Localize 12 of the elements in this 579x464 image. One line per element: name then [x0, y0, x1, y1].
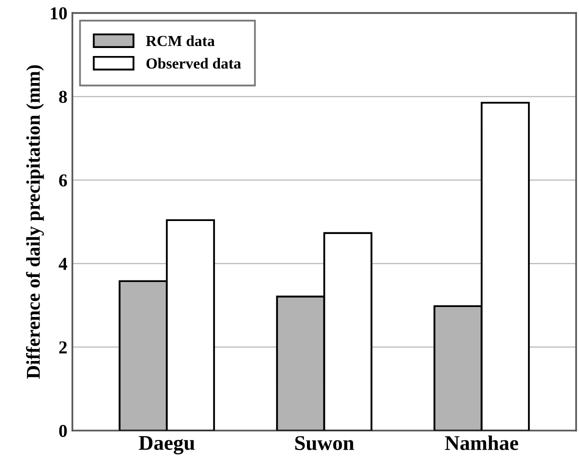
y-tick-label: 4 [58, 258, 68, 270]
legend-label: Observed data [146, 58, 241, 69]
y-tick-label: 8 [59, 90, 67, 103]
x-tick-label: Suwon [295, 436, 354, 450]
y-tick-label: 0 [59, 424, 67, 438]
x-tick-label: Daegu [138, 436, 195, 454]
legend-label: RCM data [146, 35, 215, 46]
y-tick-label: 6 [59, 174, 67, 186]
y-axis-title: Difference of daily precipitation (mm) [26, 65, 44, 379]
y-tick-label: 10 [50, 7, 67, 20]
x-tick-label: Namhae [445, 435, 518, 450]
y-tick-label: 2 [59, 341, 67, 354]
